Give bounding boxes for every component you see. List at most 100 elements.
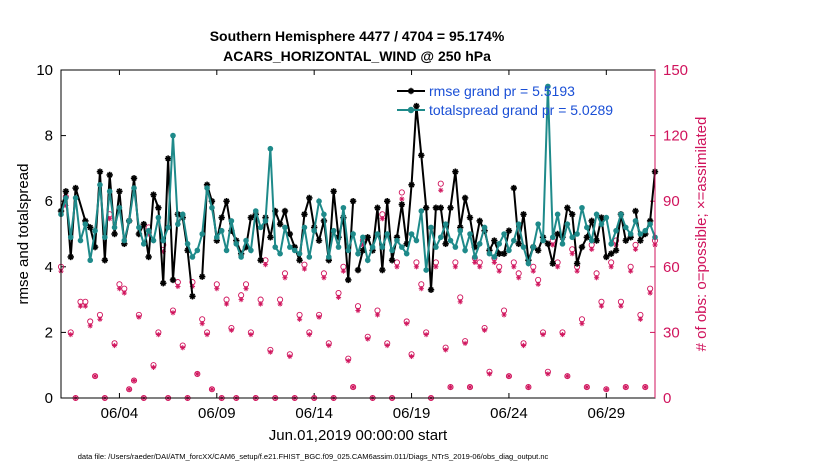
rmse-point (418, 152, 425, 159)
rmse-point (276, 220, 284, 228)
obs-assimilated-marker (530, 268, 536, 274)
obs-assimilated-marker (121, 290, 127, 296)
obs-assimilated-marker (637, 316, 643, 322)
totalspread-point (413, 237, 420, 244)
rmse-point (223, 198, 230, 205)
obs-assimilated-marker (438, 187, 444, 193)
totalspread-point (262, 218, 269, 224)
obs-assimilated-marker (501, 312, 507, 318)
totalspread-point (223, 247, 230, 254)
totalspread-point (642, 227, 649, 234)
rmse-point (349, 198, 357, 205)
totalspread-point (462, 247, 468, 254)
rmse-point (422, 204, 430, 211)
rmse-point (330, 188, 337, 195)
legend-spread-label: totalspread grand pr = 5.0289 (429, 102, 613, 118)
totalspread-point (389, 247, 395, 254)
y-right-tick-label: 150 (663, 62, 688, 79)
obs-assimilated-marker (569, 251, 575, 257)
obs-assimilated-marker (447, 384, 454, 390)
totalspread-point (618, 211, 624, 218)
obs-assimilated-marker (589, 246, 595, 252)
totalspread-point (175, 221, 181, 227)
legend-rmse-star (407, 87, 415, 95)
obs-assimilated-marker (87, 323, 93, 329)
totalspread-point (549, 234, 556, 241)
totalspread-point (165, 224, 171, 231)
obs-assimilated-marker (535, 281, 541, 287)
totalspread-point (316, 198, 322, 204)
obs-assimilated-marker (155, 331, 161, 338)
totalspread-point (481, 224, 488, 231)
obs-assimilated-marker (116, 286, 123, 292)
totalspread-point (540, 237, 546, 244)
rmse-point (145, 253, 152, 261)
obs-assimilated-marker (642, 384, 648, 390)
rmse-point (413, 102, 420, 110)
legend-rmse-marker (407, 87, 415, 95)
totalspread-point (584, 224, 590, 231)
rmse-point (164, 155, 172, 162)
rmse-point (622, 237, 629, 244)
y-right-tick-label: 120 (663, 128, 688, 145)
rmse-point (534, 247, 542, 254)
obs-assimilated-marker (525, 384, 532, 390)
totalspread-point (379, 244, 386, 250)
obs-assimilated-marker (443, 347, 449, 353)
totalspread-point (355, 250, 361, 257)
totalspread-point (442, 221, 449, 227)
x-axis-ticks: 06/04 06/09 06/14 06/19 06/24 06/29 (101, 70, 625, 422)
totalspread-point (511, 237, 517, 244)
obs-assimilated-marker (223, 301, 230, 307)
totalspread-point (287, 244, 293, 250)
y-right-tick-label: 90 (663, 193, 680, 210)
totalspread-point (111, 224, 118, 231)
totalspread-point (340, 204, 347, 211)
totalspread-point (345, 247, 352, 254)
rmse-point (218, 214, 225, 221)
rmse-point (466, 214, 474, 221)
rmse-point (569, 211, 576, 218)
obs-assimilated-marker (374, 312, 381, 318)
obs-assimilated-marker (267, 349, 273, 355)
rmse-point (286, 230, 294, 238)
legend-rmse-label: rmse grand pr = 5.5193 (429, 83, 575, 99)
x-tick-label: 06/29 (588, 405, 626, 422)
totalspread-point (554, 211, 561, 218)
totalspread-point (501, 231, 507, 237)
rmse-point (267, 234, 274, 241)
totalspread-point (613, 227, 619, 234)
obs-assimilated-marker (301, 266, 308, 272)
rmse-point (189, 293, 196, 300)
data-file-footnote: data file: /Users/raeder/DAI/ATM_forcXX/… (78, 452, 549, 461)
totalspread-point (472, 254, 478, 260)
rmse-point (408, 181, 415, 188)
rmse-point (632, 207, 639, 215)
y-left-tick-label: 8 (45, 128, 53, 145)
obs-assimilated-marker (326, 342, 332, 349)
totalspread-point (360, 234, 366, 241)
rmse-point (554, 230, 561, 238)
y-right-tick-label: 30 (663, 324, 680, 341)
x-tick-label: 06/09 (198, 405, 236, 422)
totalspread-point (160, 237, 167, 244)
totalspread-point (452, 244, 459, 250)
rmse-point (140, 220, 147, 228)
rmse-point (379, 266, 386, 274)
obs-assimilated-marker (516, 275, 522, 281)
rmse-point (101, 257, 109, 264)
totalspread-point (467, 231, 473, 237)
obs-assimilated-marker (394, 264, 400, 270)
totalspread-point (447, 237, 454, 244)
y-right-tick-label: 0 (663, 390, 671, 407)
obs-assimilated-marker (452, 264, 458, 270)
obs-assimilated-marker (287, 353, 293, 360)
rmse-point (437, 204, 444, 211)
obs-assimilated-marker (423, 331, 429, 338)
obs-assimilated-marker (277, 301, 283, 307)
obs-assimilated-marker (282, 275, 288, 281)
rmse-point (427, 286, 435, 293)
totalspread-point (233, 241, 240, 247)
rmse-point (306, 194, 313, 202)
obs-assimilated-marker (418, 286, 424, 292)
